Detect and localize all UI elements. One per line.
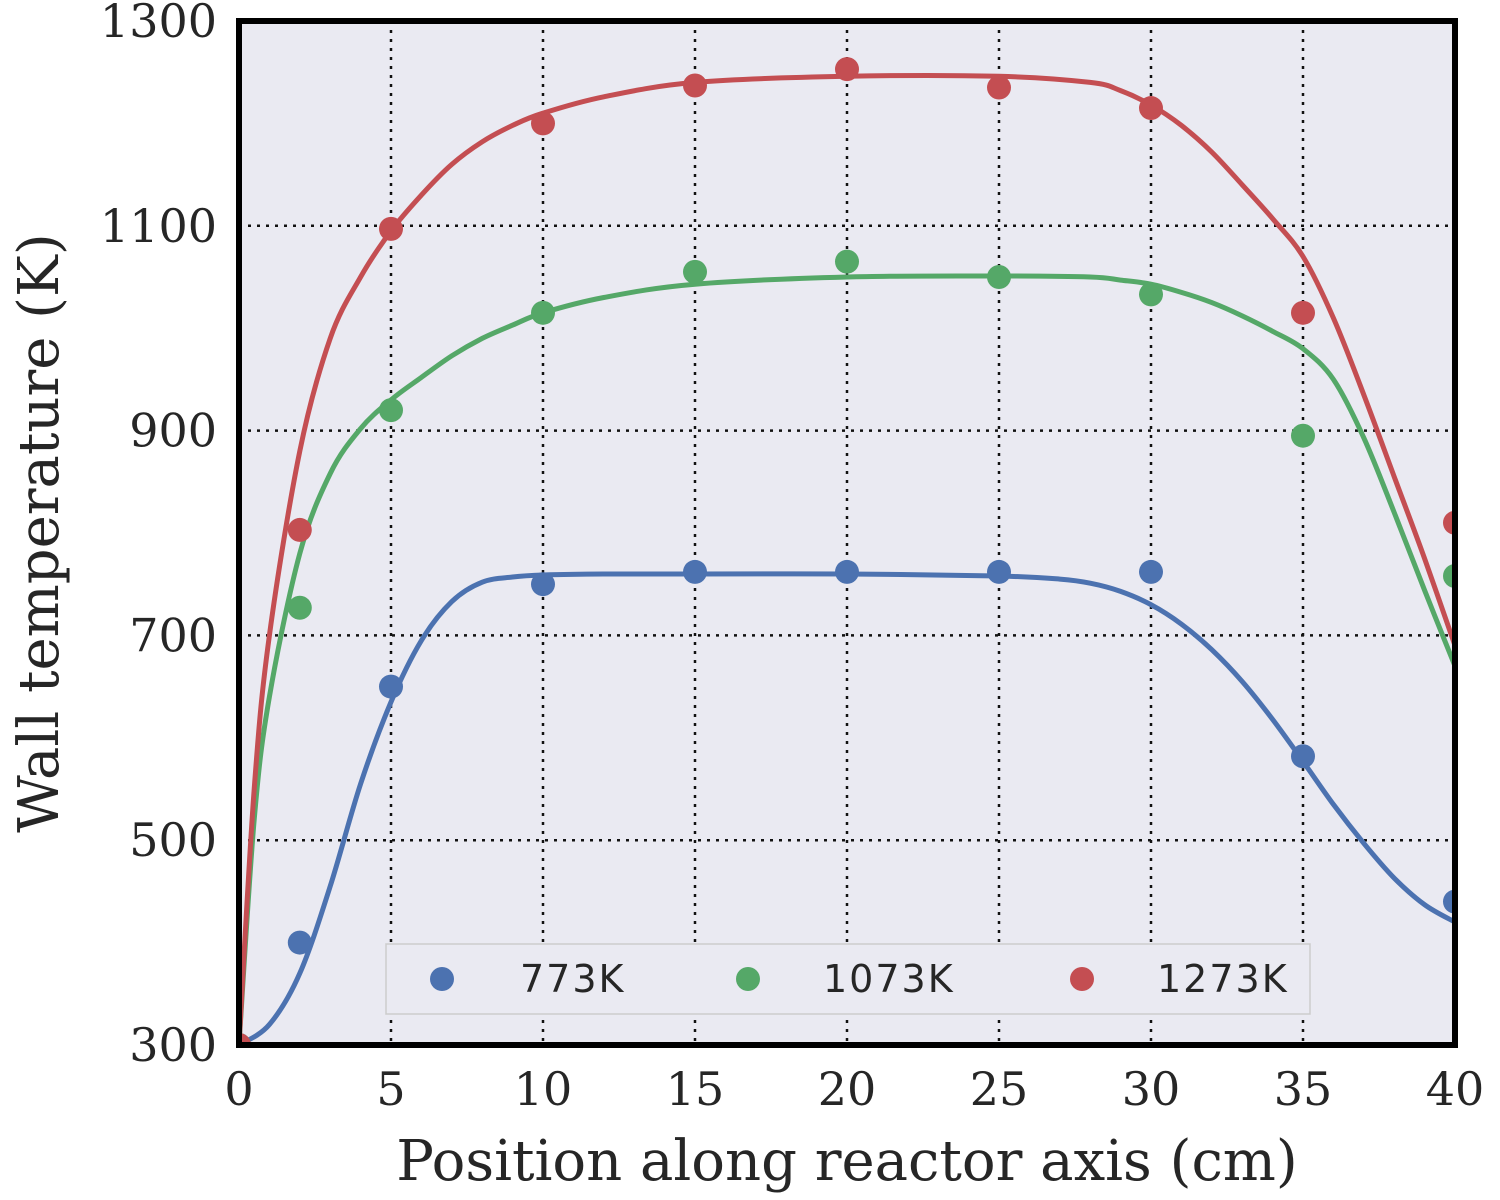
data-point-773K-20	[835, 559, 859, 584]
data-point-773K-15	[683, 559, 707, 584]
data-point-1073K-15	[683, 259, 707, 284]
data-point-773K-10	[531, 572, 555, 597]
x-tick-label-5: 5	[376, 1062, 405, 1116]
data-point-1273K-5	[379, 216, 403, 241]
series-layer	[239, 57, 1455, 1045]
data-point-1273K-30	[1139, 96, 1163, 121]
data-point-1073K-2	[287, 595, 312, 620]
data-point-1073K-10	[531, 300, 555, 325]
legend-marker-773K	[430, 967, 454, 991]
data-point-1073K-30	[1139, 282, 1163, 307]
data-point-773K-25	[987, 559, 1011, 584]
data-point-1273K-2	[287, 517, 312, 542]
data-point-1273K-15	[683, 73, 707, 98]
x-tick-label-35: 35	[1274, 1062, 1333, 1116]
data-point-1073K-25	[987, 265, 1011, 289]
fit-line-1073K	[239, 273, 1455, 1045]
legend: 773K 1073K 1273K	[385, 943, 1311, 1015]
y-tick-label-500: 500	[129, 813, 217, 867]
x-tick-label-20: 20	[818, 1062, 877, 1116]
data-point-1073K-5	[379, 398, 403, 423]
plot-background	[239, 21, 1455, 1045]
data-point-1073K-20	[835, 249, 859, 274]
data-point-773K-5	[379, 674, 403, 699]
legend-label-1273K: 1273K	[1157, 957, 1289, 1001]
data-point-773K-35	[1291, 744, 1315, 769]
legend-box	[385, 943, 1311, 1015]
x-tick-label-30: 30	[1122, 1062, 1181, 1116]
x-tick-label-25: 25	[970, 1062, 1029, 1116]
data-point-773K-30	[1139, 559, 1163, 584]
data-point-1273K-25	[987, 75, 1011, 100]
series-1073K	[239, 249, 1455, 1045]
y-tick-label-300: 300	[129, 1018, 217, 1072]
y-tick-label-1300: 1300	[100, 0, 217, 48]
y-tick-label-900: 900	[129, 404, 217, 458]
x-tick-label-40: 40	[1426, 1062, 1485, 1116]
y-tick-labels: 300 500 700 900 1100 1300	[100, 0, 217, 1072]
series-773K	[239, 559, 1455, 1045]
data-point-1273K-10	[531, 111, 555, 136]
x-tick-labels: 0 5 10 15 20 25 30 35 40	[224, 1062, 1484, 1116]
x-tick-label-15: 15	[666, 1062, 725, 1116]
legend-marker-1073K	[736, 967, 760, 991]
series-1273K	[239, 57, 1455, 1045]
legend-marker-1273K	[1070, 967, 1094, 991]
data-point-773K-2	[287, 930, 312, 955]
y-tick-label-700: 700	[129, 608, 217, 662]
x-axis-title: Position along reactor axis (cm)	[396, 1129, 1298, 1194]
data-point-1273K-20	[835, 57, 859, 82]
x-tick-label-10: 10	[514, 1062, 573, 1116]
fit-line-1273K	[239, 73, 1455, 1045]
legend-label-1073K: 1073K	[823, 957, 955, 1001]
data-point-1273K-35	[1291, 300, 1315, 325]
y-axis-title: Wall temperature (K)	[7, 233, 72, 832]
plot-frame	[236, 18, 1458, 1048]
data-point-1073K-35	[1291, 423, 1315, 448]
y-tick-label-1100: 1100	[100, 199, 217, 253]
x-tick-label-0: 0	[224, 1062, 253, 1116]
legend-label-773K: 773K	[520, 957, 625, 1001]
